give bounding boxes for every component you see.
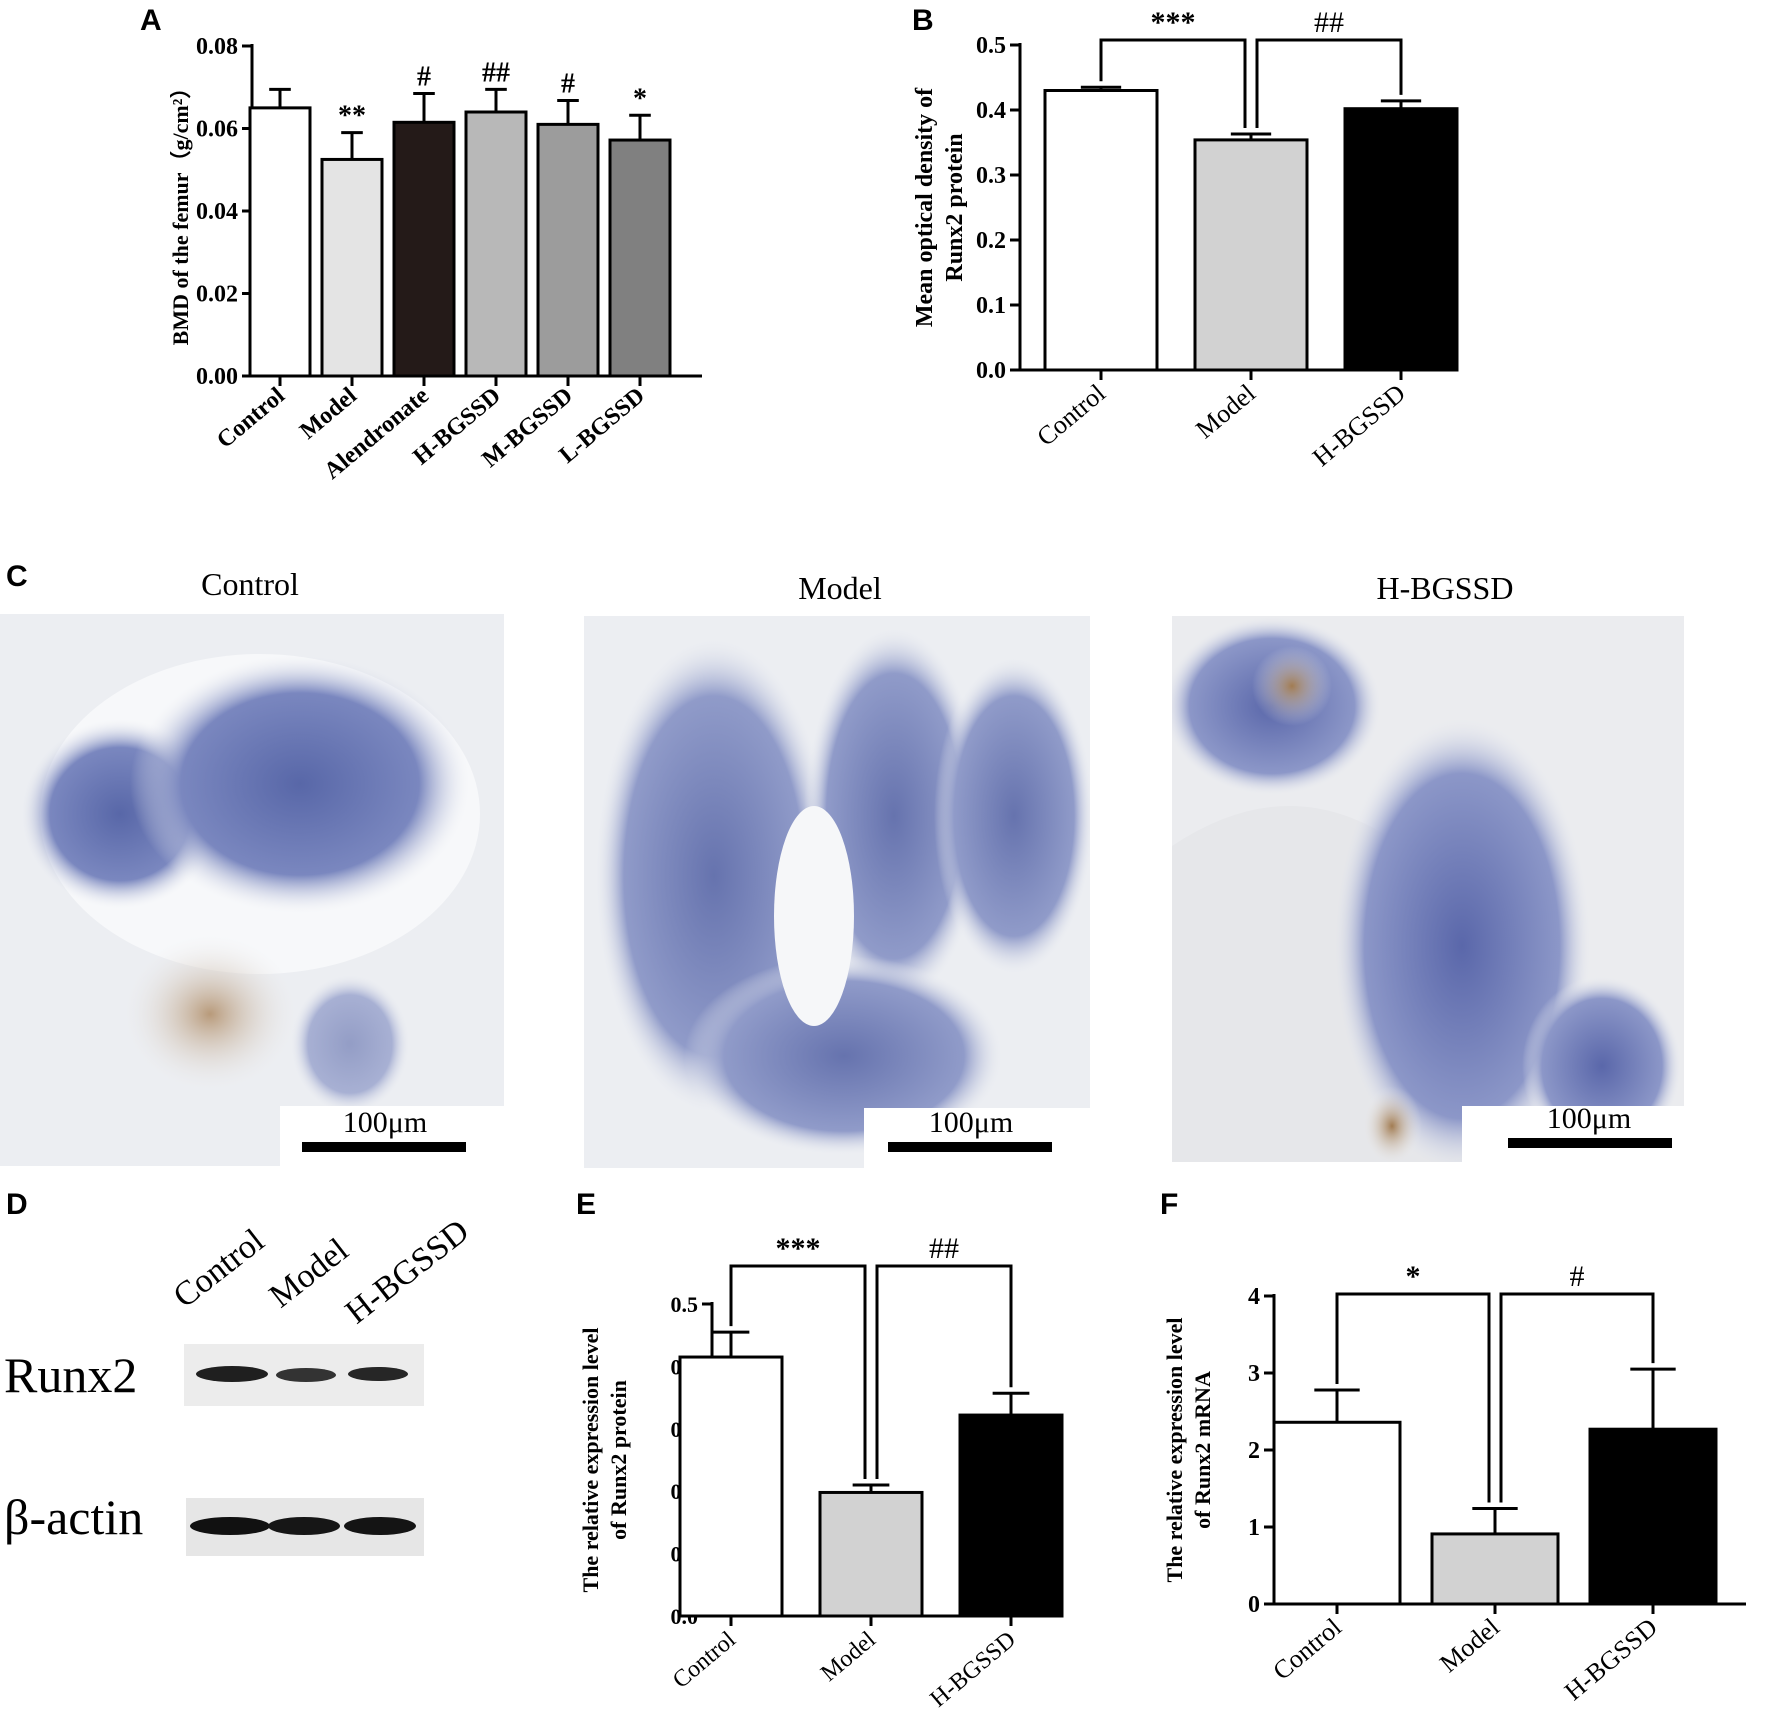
panel-letter-c: C (6, 560, 28, 593)
chart-b-significance-bracket (1099, 38, 1247, 129)
chart-b-bar-h-bgssd (1343, 107, 1459, 372)
chart-b-y-axis-label: Runx2 protein (942, 133, 968, 281)
chart-b-bar-model (1193, 138, 1309, 372)
chart-b-x-tick-label: Control (1031, 378, 1111, 451)
chart-b-y-tick-label: 0.3 (976, 163, 1006, 189)
chart-f-x-tick-label: H-BGSSD (1559, 1612, 1663, 1706)
chart-a-y-tick-label: 0.02 (196, 282, 238, 308)
wb-row-label-runx2: Runx2 (4, 1347, 138, 1403)
wb-blot-beta-actin (186, 1498, 424, 1556)
chart-b-y-tick-label: 0.4 (976, 98, 1006, 124)
chart-f-y-axis-label: The relative expression level (1162, 1318, 1187, 1583)
chart-a-bar-l-bgssd (608, 138, 672, 378)
chart-f-y-tick-label: 4 (1248, 1284, 1260, 1310)
chart-a-bar-h-bgssd (464, 110, 528, 378)
micrograph-control-image (0, 614, 504, 1166)
micrograph-title-model: Model (798, 570, 882, 606)
chart-b-significance-label: ## (1314, 6, 1344, 39)
panel-letter-b: B (912, 4, 934, 37)
chart-e-y-axis-label: of Runx2 protein (606, 1380, 631, 1540)
chart-a-y-tick-label: 0.00 (196, 364, 238, 390)
chart-f-bar-model (1430, 1532, 1560, 1606)
chart-a-y-axis-label: BMD of the femur（g/cm²） (170, 77, 193, 346)
chart-e-bar-h-bgssd (958, 1413, 1064, 1618)
chart-a-y-tick-label: 0.08 (196, 34, 238, 60)
wb-row-label-beta-actin: β-actin (4, 1489, 144, 1545)
micrograph-title-h-bgssd: H-BGSSD (1376, 570, 1514, 606)
chart-f-y-tick-label: 2 (1248, 1438, 1260, 1464)
chart-b-y-tick-label: 0.0 (976, 358, 1006, 384)
micrograph-h-bgssd-image (1172, 616, 1684, 1162)
chart-f-y-tick-label: 0 (1248, 1592, 1260, 1618)
scale-bar-label-control: 100μm (342, 1106, 428, 1139)
chart-b-x-tick-label: H-BGSSD (1307, 378, 1411, 472)
chart-f-significance-label: # (1570, 1260, 1585, 1293)
chart-e-x-tick-label: Model (816, 1626, 881, 1686)
panel-letter-e: E (576, 1188, 597, 1221)
chart-f-runx2-mrna-expression: 0 1 2 3 4 The relative expression level of Run… (1162, 1260, 1746, 1706)
chart-b-y-tick-label: 0.5 (976, 33, 1006, 59)
chart-a-y-tick-label: 0.06 (196, 117, 238, 143)
chart-f-y-tick-label: 1 (1248, 1515, 1260, 1541)
chart-a-x-tick-label: Control (212, 382, 290, 453)
panel-letter-f: F (1160, 1188, 1179, 1221)
chart-b-y-axis-label: Mean optical density of (912, 87, 938, 327)
chart-a-x-tick-label: Model (295, 382, 362, 444)
scale-bar-label-model: 100μm (928, 1106, 1014, 1139)
chart-b-bar-control (1043, 89, 1159, 372)
chart-a-significance-mark: * (633, 83, 647, 114)
chart-f-bar-h-bgssd (1588, 1427, 1718, 1606)
micrograph-model-image (584, 616, 1090, 1168)
chart-f-significance-bracket (1335, 1292, 1491, 1503)
micrograph-h-bgssd: 100μm (1172, 616, 1684, 1162)
chart-f-x-tick-label: Model (1434, 1612, 1505, 1678)
chart-a-significance-mark: ** (338, 101, 366, 132)
panel-letter-a: A (140, 4, 162, 37)
chart-f-bar-control (1272, 1420, 1402, 1606)
chart-a-y-tick-label: 0.04 (196, 199, 238, 225)
chart-e-significance-bracket (729, 1264, 867, 1479)
chart-e-x-tick-label: H-BGSSD (925, 1627, 1020, 1713)
panel-letter-d: D (6, 1188, 28, 1221)
chart-a-significance-mark: # (561, 68, 575, 99)
chart-b-x-tick-label: Model (1190, 378, 1261, 444)
chart-a-significance-mark: ## (482, 57, 510, 88)
chart-e-y-axis-label: The relative expression level (578, 1328, 603, 1593)
chart-f-y-axis-label: of Runx2 mRNA (1190, 1371, 1215, 1529)
chart-b-significance-bracket (1255, 38, 1403, 129)
chart-e-x-tick-label: Control (668, 1626, 741, 1693)
chart-b-y-tick-label: 0.2 (976, 228, 1006, 254)
chart-f-significance-label: * (1406, 1260, 1421, 1293)
chart-b-significance-label: *** (1151, 6, 1196, 39)
chart-e-bar-model (818, 1490, 924, 1618)
wb-blot-runx2 (184, 1344, 424, 1406)
chart-a-bar-m-bgssd (536, 122, 600, 378)
chart-f-y-tick-label: 3 (1248, 1361, 1260, 1387)
chart-a-bar-alendronate (392, 120, 456, 378)
chart-f-significance-bracket (1499, 1292, 1655, 1503)
chart-e-significance-label: *** (776, 1232, 821, 1265)
micrograph-control: 100μm (0, 614, 504, 1166)
wb-lane-control: Control (166, 1222, 272, 1316)
chart-f-x-tick-label: Control (1267, 1612, 1347, 1685)
chart-e-y-tick-label: 0.5 (671, 1292, 699, 1317)
chart-b-y-tick-label: 0.1 (976, 293, 1006, 319)
chart-a-significance-mark: # (417, 61, 431, 92)
chart-a-bar-model (320, 157, 384, 378)
micrograph-title-control: Control (201, 566, 299, 602)
chart-a-bar-control (248, 106, 312, 378)
chart-b-runx2-optical-density: 0.0 0.1 0.2 0.3 0.4 0.5 Mean optical density o… (912, 6, 1459, 472)
scale-bar-label-h-bgssd: 100μm (1546, 1102, 1632, 1135)
chart-e-significance-label: ## (929, 1232, 959, 1265)
micrograph-model: 100μm (584, 616, 1090, 1168)
chart-e-bar-control (678, 1355, 784, 1618)
chart-e-significance-bracket (875, 1264, 1013, 1479)
wb-lane-h-bgssd: H-BGSSD (338, 1212, 477, 1332)
